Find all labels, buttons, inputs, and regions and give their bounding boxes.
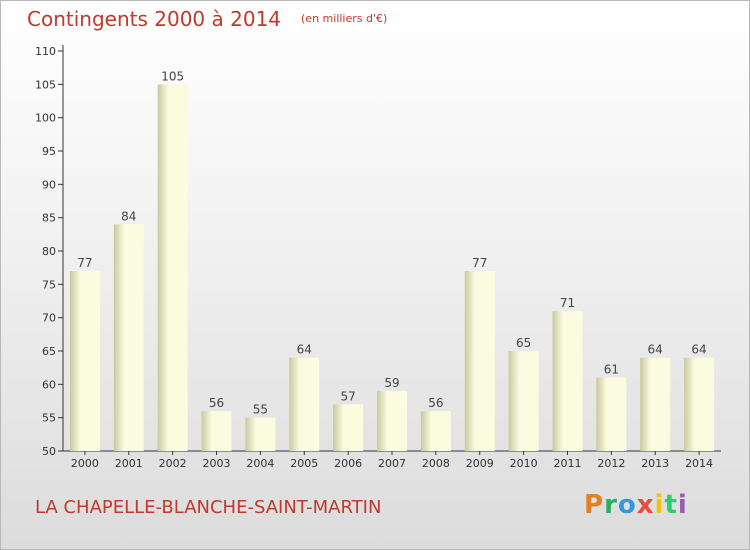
- bar-value-label: 65: [516, 336, 531, 350]
- bar-2011: [552, 311, 583, 451]
- x-tick-label: 2006: [334, 457, 362, 470]
- bar-2013: [640, 357, 671, 451]
- x-tick-label: 2003: [203, 457, 231, 470]
- bar-value-label: 77: [472, 256, 487, 270]
- y-tick-label: 75: [42, 278, 56, 291]
- logo-letter: x: [636, 490, 655, 520]
- commune-name: LA CHAPELLE-BLANCHE-SAINT-MARTIN: [35, 497, 382, 518]
- bar-value-label: 105: [161, 69, 184, 83]
- y-tick-label: 95: [42, 145, 56, 158]
- y-tick-label: 90: [42, 178, 56, 191]
- x-tick-label: 2009: [466, 457, 494, 470]
- x-tick-label: 2005: [290, 457, 318, 470]
- y-tick-label: 85: [42, 212, 56, 225]
- logo-letter: t: [664, 490, 678, 520]
- y-tick-label: 105: [35, 78, 56, 91]
- bar-2004: [245, 417, 276, 451]
- bar-2009: [464, 271, 495, 451]
- bar-value-label: 59: [384, 376, 399, 390]
- y-tick-label: 55: [42, 412, 56, 425]
- bar-2005: [289, 357, 320, 451]
- bar-value-label: 56: [428, 396, 443, 410]
- bar-value-label: 57: [340, 389, 355, 403]
- bar-value-label: 84: [121, 209, 136, 223]
- x-tick-label: 2013: [641, 457, 669, 470]
- bar-value-label: 64: [297, 343, 312, 357]
- y-tick-label: 110: [35, 45, 56, 58]
- x-tick-label: 2010: [510, 457, 538, 470]
- chart-unit-label: (en milliers d'€): [301, 12, 388, 25]
- logo-letter: i: [654, 490, 665, 520]
- bar-2007: [377, 391, 407, 451]
- logo-letter: o: [617, 490, 637, 520]
- bar-value-label: 64: [648, 343, 663, 357]
- x-tick-label: 2011: [553, 457, 581, 470]
- x-tick-label: 2008: [422, 457, 450, 470]
- x-tick-label: 2000: [71, 457, 99, 470]
- bar-2001: [113, 224, 144, 451]
- x-tick-label: 2004: [246, 457, 274, 470]
- bar-value-label: 71: [560, 296, 575, 310]
- bar-value-label: 77: [77, 256, 92, 270]
- bar-2002: [157, 84, 188, 451]
- bar-2000: [69, 271, 100, 451]
- y-tick-label: 65: [42, 345, 56, 358]
- bar-value-label: 55: [253, 403, 268, 417]
- bar-2008: [420, 411, 451, 451]
- x-tick-label: 2007: [378, 457, 406, 470]
- bar-2003: [201, 411, 232, 451]
- y-tick-label: 60: [42, 378, 56, 391]
- y-tick-label: 70: [42, 312, 56, 325]
- y-tick-label: 100: [35, 112, 56, 125]
- x-tick-label: 2002: [159, 457, 187, 470]
- bar-2006: [333, 404, 364, 451]
- chart-title-text: Contingents 2000 à 2014: [27, 7, 282, 31]
- logo-letter: i: [677, 490, 688, 520]
- y-tick-label: 50: [42, 445, 56, 458]
- bar-value-label: 56: [209, 396, 224, 410]
- bar-2010: [508, 351, 539, 451]
- bar-chart: 50 55 60 65 70 75 80 85 90 95 100 105 110 2000 2001 200…: [35, 45, 721, 470]
- chart-title: Contingents 2000 à 2014 (en milliers d'€): [27, 7, 387, 31]
- bar-value-label: 61: [604, 363, 619, 377]
- x-tick-label: 2012: [597, 457, 625, 470]
- logo-letter: P: [584, 490, 605, 520]
- proxiti-logo: Proxiti: [584, 490, 688, 520]
- bar-value-label: 64: [691, 343, 706, 357]
- bar-2012: [596, 377, 627, 451]
- x-tick-label: 2001: [115, 457, 143, 470]
- y-tick-label: 80: [42, 245, 56, 258]
- bar-2014: [684, 357, 715, 451]
- x-tick-label: 2014: [685, 457, 713, 470]
- logo-letter: r: [604, 490, 618, 520]
